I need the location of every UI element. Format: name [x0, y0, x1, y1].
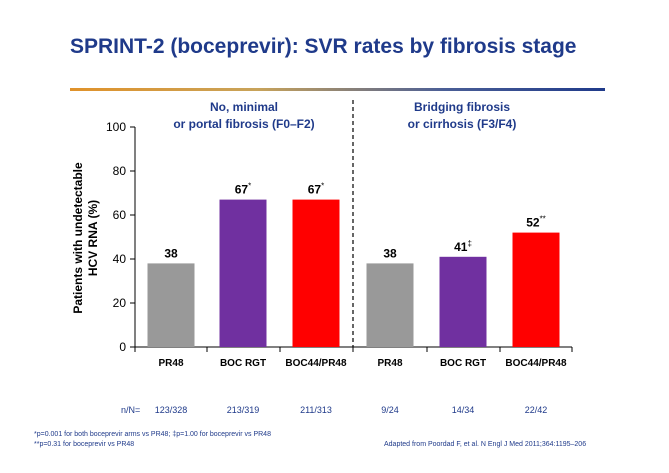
n-prefix-label: n/N=: [121, 405, 140, 415]
bar: [439, 256, 487, 347]
group-header-line2: or cirrhosis (F3/F4): [408, 117, 517, 131]
title-divider: [70, 88, 605, 91]
bar-value-label: 52**: [526, 215, 546, 230]
y-tick-label: 60: [113, 208, 127, 222]
bar-value-label: 67*: [308, 182, 324, 197]
x-category-label: BOC44/PR48: [505, 358, 567, 369]
x-category-label: BOC RGT: [440, 358, 486, 369]
n-label: 123/328: [155, 405, 188, 415]
y-tick-label: 0: [119, 340, 126, 354]
group-header-line1: Bridging fibrosis: [414, 100, 510, 114]
source-note: Adapted from Poordad F, et al. N Engl J …: [384, 441, 587, 448]
bar-value-label: 38: [383, 246, 397, 260]
x-category-label: BOC RGT: [220, 358, 266, 369]
bar: [219, 199, 267, 347]
n-label: 211/313: [300, 405, 332, 415]
y-tick-label: 80: [113, 164, 127, 178]
n-label: 9/24: [381, 405, 399, 415]
bar-value-label: 67*: [235, 182, 251, 197]
y-tick-label: 40: [113, 252, 127, 266]
footnote-2: **p=0.31 for boceprevir vs PR48: [34, 441, 135, 448]
y-tick-label: 100: [106, 120, 126, 134]
bar-value-label: 38: [164, 246, 178, 260]
n-label: 14/34: [452, 405, 475, 415]
group-header-line2: or portal fibrosis (F0–F2): [173, 117, 314, 131]
x-category-label: BOC44/PR48: [285, 358, 347, 369]
footnote-1: *p=0.001 for both boceprevir arms vs PR4…: [34, 431, 271, 438]
bar: [366, 263, 414, 347]
x-category-label: PR48: [158, 358, 183, 369]
n-label: 22/42: [525, 405, 548, 415]
y-tick-label: 20: [113, 296, 127, 310]
bar-value-label: 41‡: [454, 239, 472, 254]
x-category-label: PR48: [377, 358, 402, 369]
bar: [512, 232, 560, 347]
bar: [147, 263, 195, 347]
y-axis-title: Patients with undetectableHCV RNA (%): [71, 162, 100, 314]
group-header-line1: No, minimal: [210, 100, 278, 114]
page-title: SPRINT-2 (boceprevir): SVR rates by fibr…: [70, 35, 577, 58]
bar: [292, 199, 340, 347]
n-label: 213/319: [227, 405, 260, 415]
